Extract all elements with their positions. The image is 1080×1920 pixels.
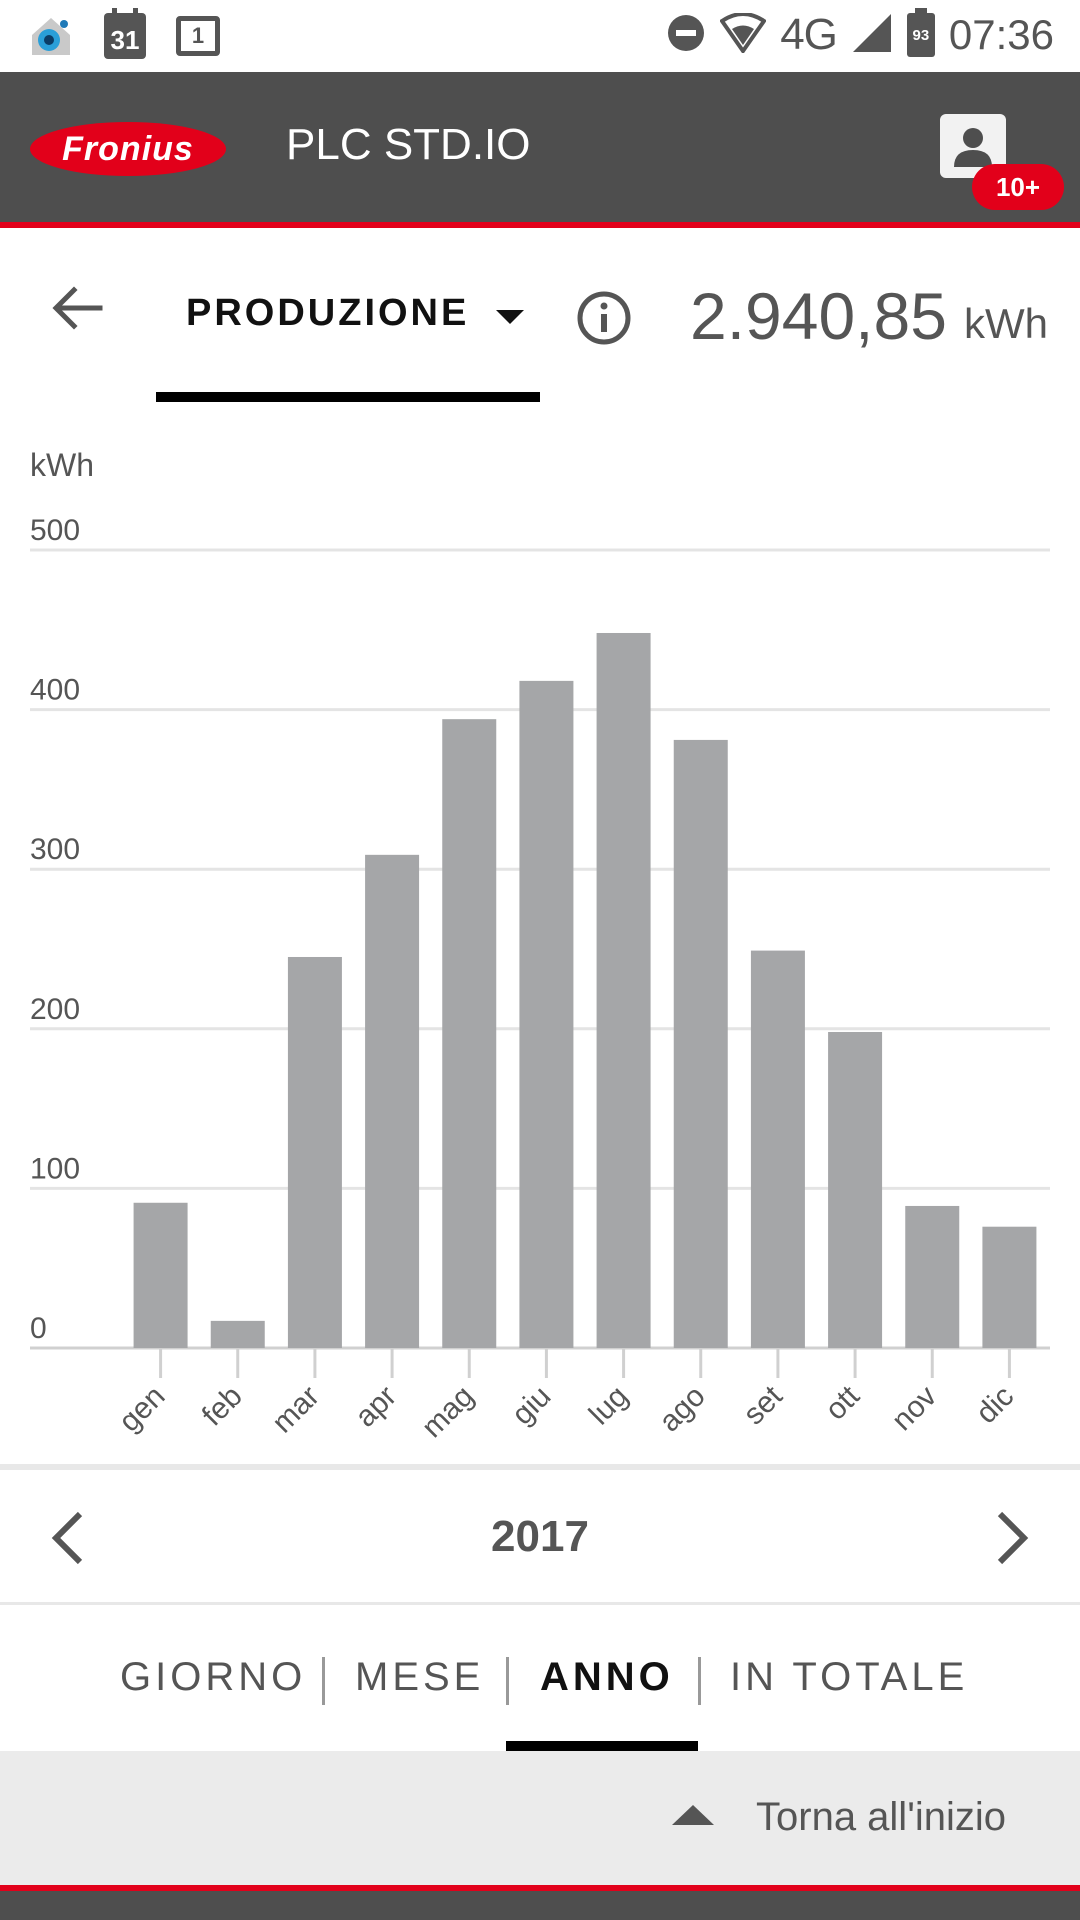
tab-divider bbox=[322, 1657, 325, 1705]
divider bbox=[0, 1464, 1080, 1470]
y-tick-label: 200 bbox=[30, 993, 80, 1026]
year-navigation: 2017 bbox=[0, 1470, 1080, 1602]
bar-lug[interactable] bbox=[596, 632, 651, 1348]
tab-mese[interactable]: MESE bbox=[355, 1655, 485, 1699]
tab-icon: 1 bbox=[176, 16, 220, 56]
tab-active-indicator bbox=[506, 1741, 698, 1751]
x-tick-label: mar bbox=[266, 1380, 326, 1440]
bar-ott[interactable] bbox=[828, 1031, 883, 1348]
next-year-button[interactable] bbox=[984, 1508, 1040, 1568]
clock: 07:36 bbox=[948, 11, 1054, 58]
app-header: Fronius PLC STD.IO 10+ bbox=[0, 72, 1080, 222]
user-icon bbox=[954, 128, 992, 167]
x-tick-label: giu bbox=[506, 1380, 558, 1432]
period-tabs: GIORNO MESE ANNO IN TOTALE bbox=[0, 1605, 1080, 1751]
arrow-left-icon bbox=[52, 286, 103, 330]
x-tick-label: set bbox=[737, 1379, 789, 1431]
chevron-right-icon bbox=[997, 1511, 1029, 1565]
x-tick-label: gen bbox=[113, 1380, 172, 1439]
back-button[interactable] bbox=[48, 278, 108, 338]
bar-nov[interactable] bbox=[905, 1205, 960, 1348]
tab-produzione[interactable]: PRODUZIONE bbox=[156, 228, 540, 402]
x-tick-label: feb bbox=[196, 1380, 249, 1433]
home-camera-icon bbox=[28, 12, 74, 60]
tab-active-indicator bbox=[156, 392, 540, 402]
chevron-left-icon bbox=[51, 1511, 83, 1565]
notification-badge[interactable]: 10+ bbox=[972, 164, 1064, 210]
tab-divider bbox=[506, 1657, 509, 1705]
status-bar: 31 1 4G 93 07:36 bbox=[0, 0, 1080, 72]
bar-set[interactable] bbox=[750, 950, 805, 1348]
tab-produzione-label: PRODUZIONE bbox=[186, 292, 470, 334]
y-tick-label: 100 bbox=[30, 1152, 80, 1185]
info-icon bbox=[577, 291, 631, 345]
tab-giorno[interactable]: GIORNO bbox=[120, 1655, 307, 1699]
x-tick-label: nov bbox=[886, 1380, 944, 1438]
bar-giu[interactable] bbox=[519, 680, 574, 1348]
info-button[interactable] bbox=[576, 290, 632, 346]
bar-gen[interactable] bbox=[133, 1202, 188, 1348]
header-accent-line bbox=[0, 222, 1080, 228]
production-chart: kWh 0 100 200 300 400 500 gen feb mar apr mag giu lug… bbox=[0, 402, 1080, 1464]
back-to-top-button[interactable]: Torna all'inizio bbox=[0, 1751, 1080, 1885]
signal-icon bbox=[851, 12, 893, 59]
bar-mag[interactable] bbox=[442, 719, 497, 1348]
y-tick-label: 500 bbox=[30, 514, 80, 547]
y-tick-label: 300 bbox=[30, 833, 80, 866]
footer-bar bbox=[0, 1891, 1080, 1920]
bar-chart: kWh 0 100 200 300 400 500 gen feb mar apr mag giu lug… bbox=[30, 447, 1050, 1445]
y-axis-label: kWh bbox=[30, 447, 94, 483]
x-tick-label: apr bbox=[349, 1380, 403, 1434]
tab-in-totale[interactable]: IN TOTALE bbox=[730, 1655, 969, 1699]
calendar-icon: 31 bbox=[104, 8, 146, 59]
back-to-top-label: Torna all'inizio bbox=[756, 1795, 1006, 1839]
footer-accent-line bbox=[0, 1885, 1080, 1891]
x-tick-label: ago bbox=[653, 1380, 712, 1439]
chevron-down-icon bbox=[496, 310, 524, 324]
y-tick-label: 400 bbox=[30, 674, 80, 707]
divider bbox=[0, 1602, 1080, 1605]
selected-year: 2017 bbox=[491, 1512, 589, 1561]
chevron-up-icon bbox=[672, 1805, 714, 1825]
fronius-logo[interactable]: Fronius bbox=[30, 122, 226, 176]
bar-apr[interactable] bbox=[365, 854, 420, 1348]
bar-dic[interactable] bbox=[982, 1226, 1037, 1348]
tab-anno[interactable]: ANNO bbox=[540, 1655, 674, 1699]
x-tick-label: ott bbox=[819, 1379, 866, 1426]
do-not-disturb-icon bbox=[666, 13, 706, 58]
battery-icon: 93 bbox=[906, 8, 935, 57]
previous-year-button[interactable] bbox=[40, 1508, 96, 1568]
bar-feb[interactable] bbox=[210, 1320, 265, 1348]
x-tick-label: dic bbox=[970, 1380, 1020, 1430]
toolbar: PRODUZIONE 2.940,85 kWh bbox=[0, 228, 1080, 402]
total-production-unit: kWh bbox=[964, 300, 1048, 347]
tab-divider bbox=[698, 1657, 701, 1705]
y-tick-label: 0 bbox=[30, 1312, 47, 1345]
wifi-icon bbox=[719, 11, 767, 58]
bar-mar[interactable] bbox=[287, 956, 342, 1348]
total-production-value: 2.940,85 bbox=[690, 279, 947, 353]
x-tick-label: mag bbox=[416, 1380, 481, 1445]
app-title: PLC STD.IO bbox=[286, 120, 531, 169]
bar-ago[interactable] bbox=[673, 739, 728, 1348]
network-type: 4G bbox=[780, 10, 838, 59]
x-tick-label: lug bbox=[583, 1380, 635, 1432]
